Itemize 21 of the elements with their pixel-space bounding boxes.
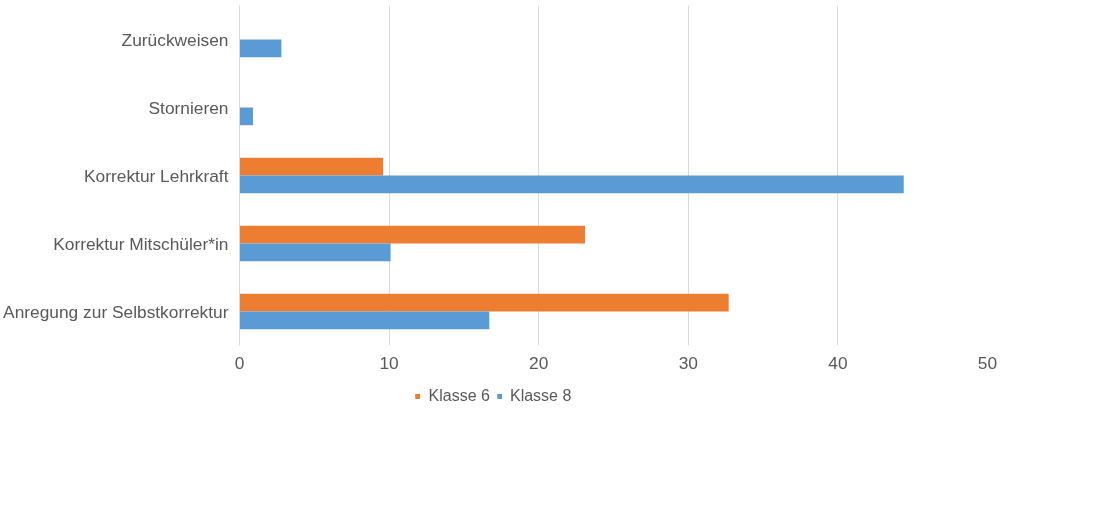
- bar: [239, 293, 729, 312]
- x-tick-label: 40: [828, 352, 848, 373]
- x-tick-label: 20: [529, 352, 549, 373]
- bar: [239, 243, 391, 262]
- bar: [239, 107, 253, 126]
- bar: [239, 157, 384, 176]
- x-tick-label: 30: [678, 352, 698, 373]
- y-tick-label: Anregung zur Selbstkorrektur: [3, 301, 229, 322]
- legend-label: Klasse 6: [428, 387, 490, 405]
- x-tick-label: 0: [234, 352, 245, 373]
- bar: [239, 175, 904, 194]
- y-tick-label: Korrektur Lehrkraft: [84, 165, 229, 186]
- y-tick-label: Korrektur Mitschüler*in: [53, 233, 229, 254]
- x-tick-label: 50: [977, 352, 998, 373]
- y-tick-label: Stornieren: [148, 97, 229, 118]
- y-tick-label: Zurückweisen: [121, 29, 229, 50]
- bar: [239, 311, 490, 330]
- legend-label: Klasse 8: [509, 387, 572, 405]
- x-tick-label: 10: [379, 352, 399, 373]
- bar: [239, 39, 282, 58]
- bar: [239, 225, 586, 244]
